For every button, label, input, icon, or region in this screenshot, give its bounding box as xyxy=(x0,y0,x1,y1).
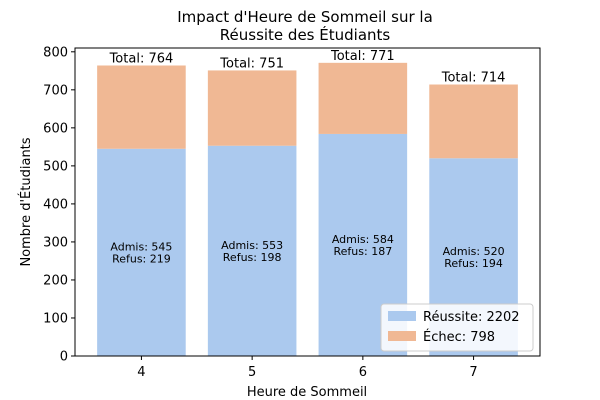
total-label: Total: 771 xyxy=(330,49,395,64)
labels-layer: Total: 764 Total: 751 Total: 771 Total: 714… xyxy=(109,49,506,270)
legend-label-reussite: Réussite: 2202 xyxy=(423,310,520,325)
chart-title: Impact d'Heure de Sommeil sur la Réussit… xyxy=(177,8,433,44)
chart-title-line-1: Impact d'Heure de Sommeil sur la xyxy=(177,8,433,26)
legend-box xyxy=(380,303,534,352)
y-tick-label: 600 xyxy=(43,121,68,136)
y-axis-label: Nombre d'Étudiants xyxy=(18,137,34,266)
y-tick-label: 0 xyxy=(60,350,68,365)
bar-echec-7 xyxy=(429,84,518,159)
bar-echec-5 xyxy=(207,70,297,146)
bar-echec-4 xyxy=(97,65,186,149)
plot-frame xyxy=(74,47,541,357)
legend: Réussite: 2202 Échec: 798 xyxy=(380,303,534,352)
bar-reussite-4 xyxy=(97,148,186,356)
bar-echec-6 xyxy=(318,62,408,134)
y-tick-label: 200 xyxy=(43,273,68,288)
axes-layer: 0 100 200 300 400 500 600 700 800 4 5 6 7 xyxy=(43,45,541,380)
chart-title-line-2: Réussite des Étudiants xyxy=(220,25,391,44)
x-axis-label: Heure de Sommeil xyxy=(247,385,367,400)
x-tick-label: 6 xyxy=(359,365,367,380)
refus-label: Refus: 198 xyxy=(223,251,282,264)
x-tick-label: 7 xyxy=(469,365,477,380)
x-tick-label: 4 xyxy=(137,365,145,380)
bar-reussite-5 xyxy=(207,145,297,356)
admis-label: Admis: 553 xyxy=(221,239,283,252)
legend-swatch-echec xyxy=(388,331,416,341)
admis-label: Admis: 584 xyxy=(332,233,394,246)
legend-label-echec: Échec: 798 xyxy=(423,329,495,345)
y-tick-label: 700 xyxy=(43,83,68,98)
y-tick-label: 100 xyxy=(43,311,68,326)
legend-swatch-reussite xyxy=(388,311,416,321)
refus-label: Refus: 194 xyxy=(444,257,503,270)
admis-label: Admis: 545 xyxy=(110,240,172,253)
x-tick-label: 5 xyxy=(248,365,256,380)
y-tick-label: 800 xyxy=(43,45,68,60)
refus-label: Refus: 219 xyxy=(112,252,171,265)
total-label: Total: 764 xyxy=(109,51,174,66)
total-label: Total: 714 xyxy=(441,71,506,86)
total-label: Total: 751 xyxy=(219,56,284,71)
refus-label: Refus: 187 xyxy=(334,245,393,258)
admis-label: Admis: 520 xyxy=(443,245,505,258)
bars-layer xyxy=(97,62,518,356)
y-tick-label: 500 xyxy=(43,159,68,174)
y-tick-label: 300 xyxy=(43,235,68,250)
y-tick-label: 400 xyxy=(43,197,68,212)
